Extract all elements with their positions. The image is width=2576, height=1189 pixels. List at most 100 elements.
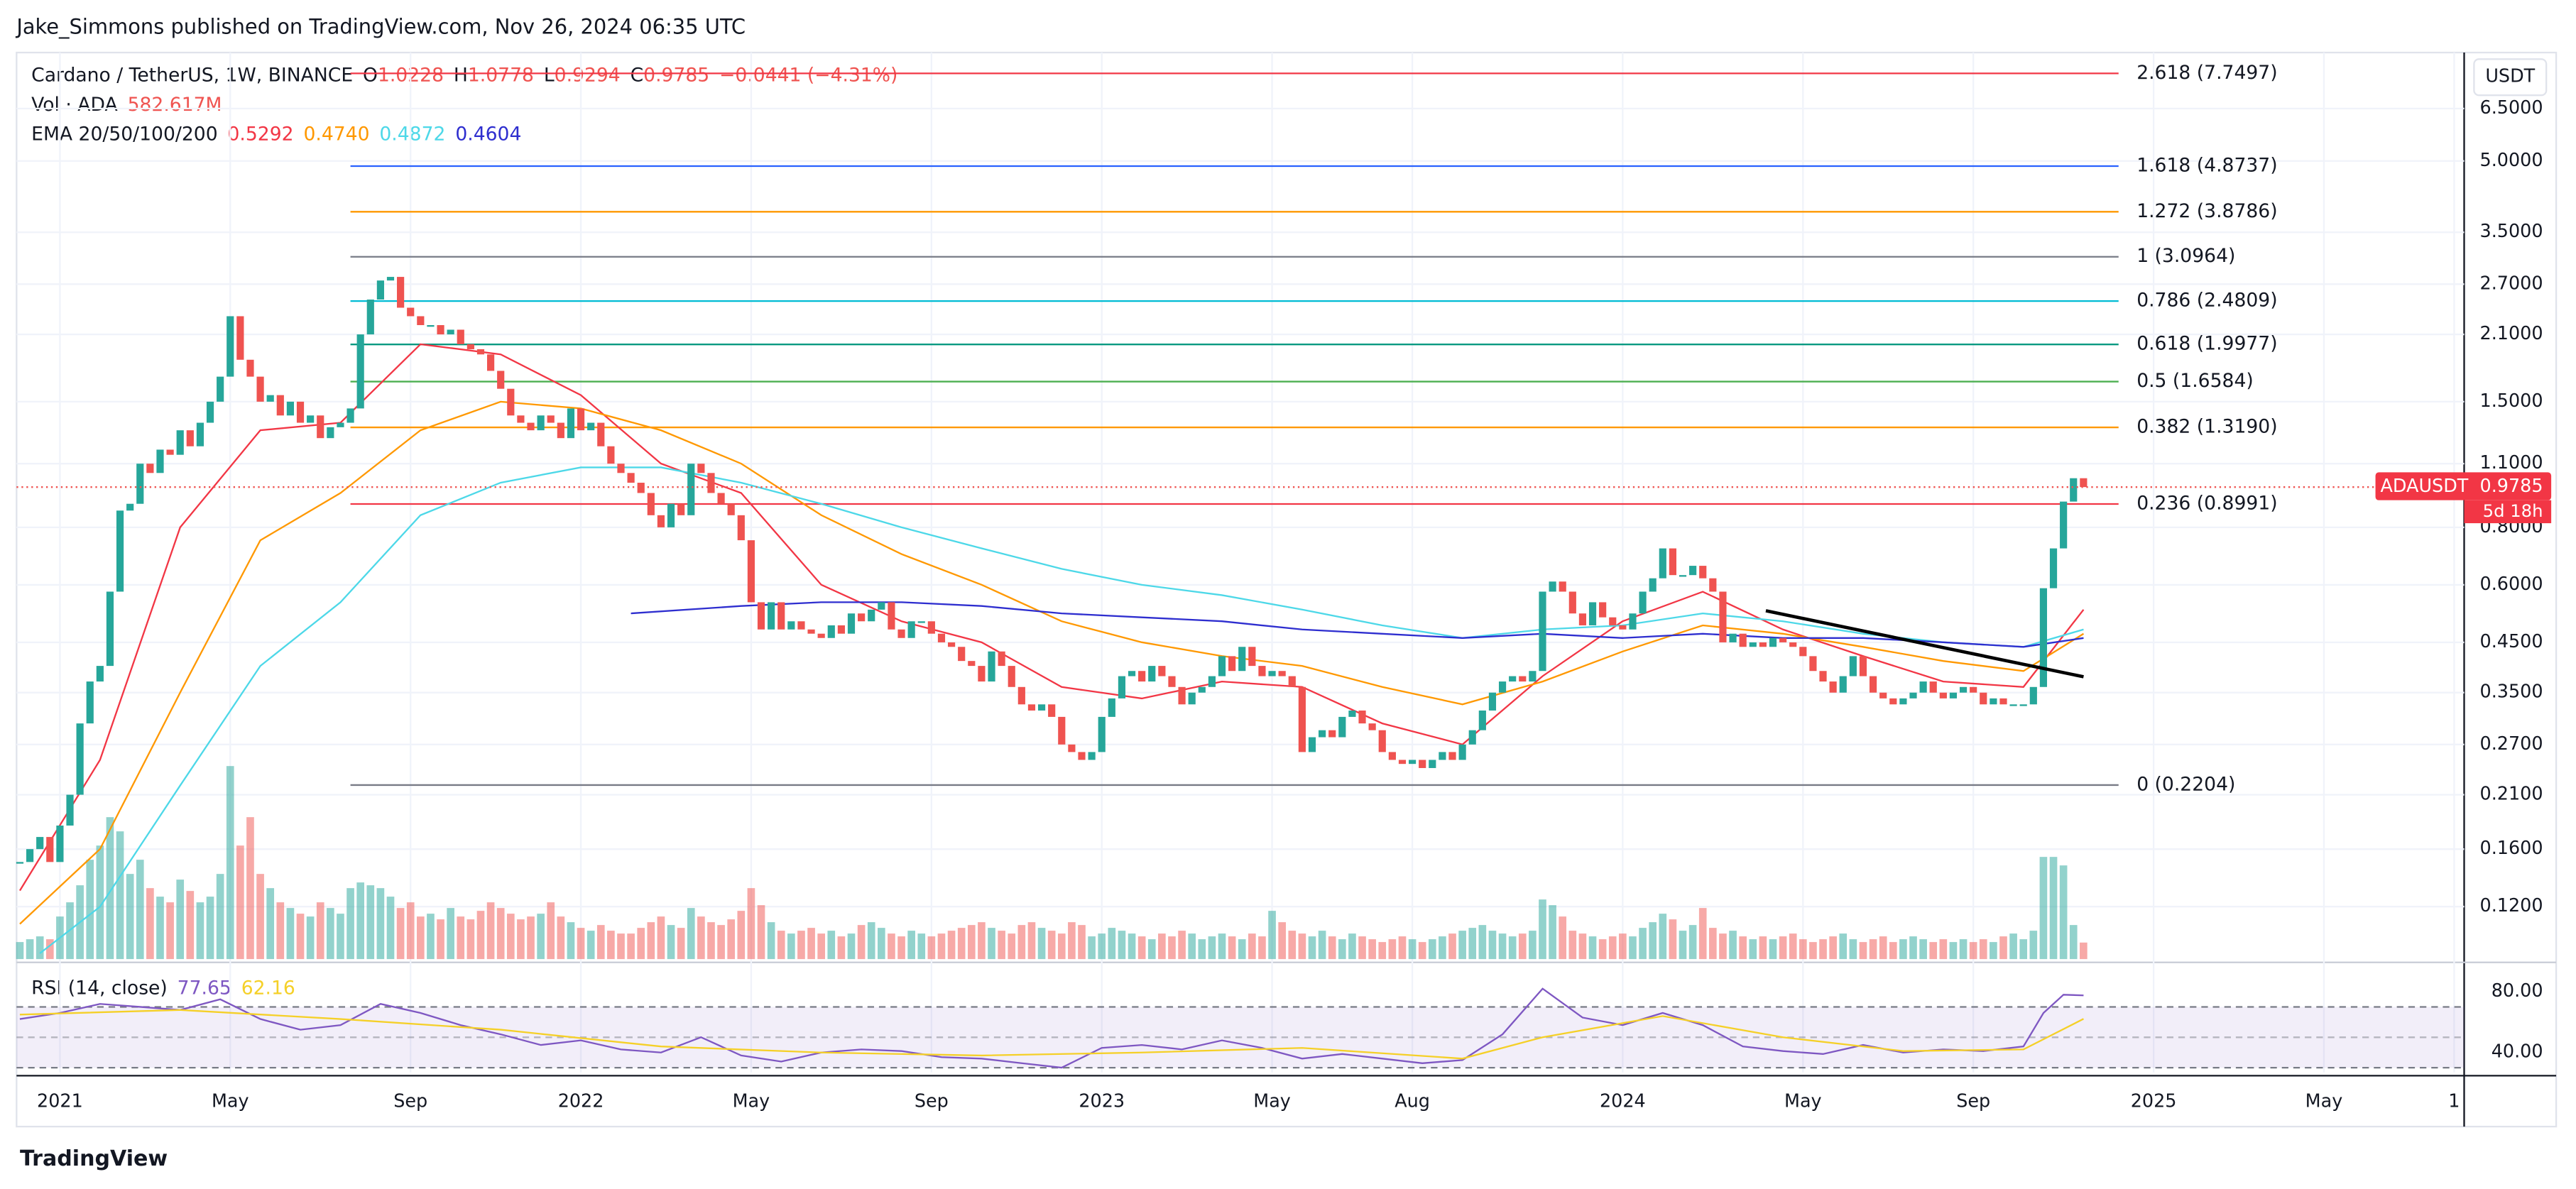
candle	[1328, 730, 1336, 738]
volume-bar	[1468, 928, 1477, 960]
candle	[1358, 710, 1366, 724]
volume-bar	[1458, 931, 1466, 960]
candle	[878, 602, 885, 610]
volume-bar	[707, 922, 715, 960]
volume-bar	[1057, 933, 1066, 960]
volume-bar	[1448, 933, 1456, 960]
volume-bar	[1308, 936, 1316, 960]
candle	[476, 349, 485, 355]
candle	[1729, 633, 1737, 642]
candle	[126, 503, 134, 511]
candle	[366, 299, 374, 335]
candle	[667, 503, 675, 527]
candle	[2019, 704, 2027, 706]
volume-bar	[356, 882, 364, 960]
legend-title: Cardano / TetherUS, 1W, BINANCE	[31, 64, 353, 86]
x-tick-label: 2025	[2131, 1090, 2177, 1111]
volume-bar	[126, 874, 134, 960]
candle	[1659, 548, 1666, 579]
candle	[397, 277, 405, 308]
candle	[607, 446, 615, 464]
volume-bar	[617, 933, 625, 960]
candle	[1498, 681, 1507, 693]
volume-bar	[1639, 928, 1647, 960]
candle	[527, 422, 535, 431]
volume-bar	[1669, 919, 1677, 960]
candle	[1088, 752, 1096, 760]
volume-bar	[567, 922, 575, 960]
candle	[1228, 656, 1236, 672]
ema-value: 0.4872	[379, 123, 445, 145]
volume-bar	[306, 916, 315, 960]
volume-bar	[1508, 936, 1517, 960]
candle	[1929, 681, 1937, 693]
candle	[1468, 730, 1476, 745]
rsi-legend: RSI (14, close) 77.65 62.16	[31, 977, 295, 999]
candle	[1268, 671, 1276, 676]
volume-bar	[1969, 942, 1977, 960]
candle	[1048, 704, 1056, 717]
volume-bar	[486, 902, 495, 960]
x-tick-label: May	[1253, 1090, 1291, 1111]
currency-box[interactable]	[2473, 58, 2548, 97]
candle	[1568, 591, 1576, 614]
volume-bar	[406, 902, 415, 960]
y-tick-label: 0.2100	[2480, 783, 2543, 804]
candle	[1588, 602, 1597, 625]
candle	[1068, 744, 1076, 752]
candle	[2070, 478, 2078, 502]
candle	[1759, 642, 1767, 647]
candle	[2039, 588, 2048, 687]
volume-bar	[878, 928, 885, 960]
candle	[897, 629, 905, 638]
candle	[1308, 737, 1316, 752]
candle	[296, 401, 305, 423]
candle	[497, 371, 505, 389]
candle	[787, 621, 795, 630]
candle	[858, 613, 866, 622]
volume-bar	[146, 888, 154, 960]
fib-label: 1.618 (4.8737)	[2136, 154, 2277, 176]
volume-bar	[236, 845, 244, 960]
candle	[1990, 698, 1997, 705]
volume-bar	[1439, 936, 1446, 960]
candle	[1058, 716, 1066, 745]
candle	[236, 316, 244, 360]
fib-label: 0 (0.2204)	[2136, 773, 2235, 795]
candle	[206, 401, 214, 423]
volume-bar	[1137, 936, 1146, 960]
candle	[567, 408, 575, 439]
rsi-value: 77.65	[178, 977, 231, 999]
volume-bar	[1328, 936, 1336, 960]
candle	[927, 621, 935, 634]
candle	[697, 464, 705, 473]
x-tick-label: 1	[2448, 1090, 2460, 1111]
volume-bar	[1128, 933, 1136, 960]
candle	[1148, 666, 1156, 682]
candle	[276, 395, 284, 416]
candle	[386, 277, 395, 281]
volume-bar	[1608, 936, 1617, 960]
candle	[36, 837, 44, 850]
candle	[1899, 698, 1907, 705]
y-tick-label: 5.0000	[2480, 149, 2543, 170]
volume-bar	[386, 897, 395, 960]
candle	[807, 629, 815, 634]
volume-bar	[1659, 914, 1667, 960]
x-tick-label: Sep	[915, 1090, 949, 1111]
volume-bar	[2029, 931, 2038, 960]
candle	[1208, 676, 1216, 687]
candle	[757, 602, 765, 630]
legend-row: EMA 20/50/100/200 0.5292 0.4740 0.4872 0.460…	[31, 123, 521, 145]
candle	[317, 415, 324, 439]
candle	[1789, 642, 1797, 647]
candle	[227, 316, 234, 377]
volume-bar	[26, 939, 34, 960]
volume-bar	[45, 939, 54, 960]
volume-bar	[1338, 939, 1346, 960]
candle	[868, 609, 875, 622]
candle	[998, 651, 1005, 667]
x-tick-label: May	[2305, 1090, 2343, 1111]
rsi-value: 62.16	[241, 977, 295, 999]
x-tick-label: 2021	[37, 1090, 83, 1111]
